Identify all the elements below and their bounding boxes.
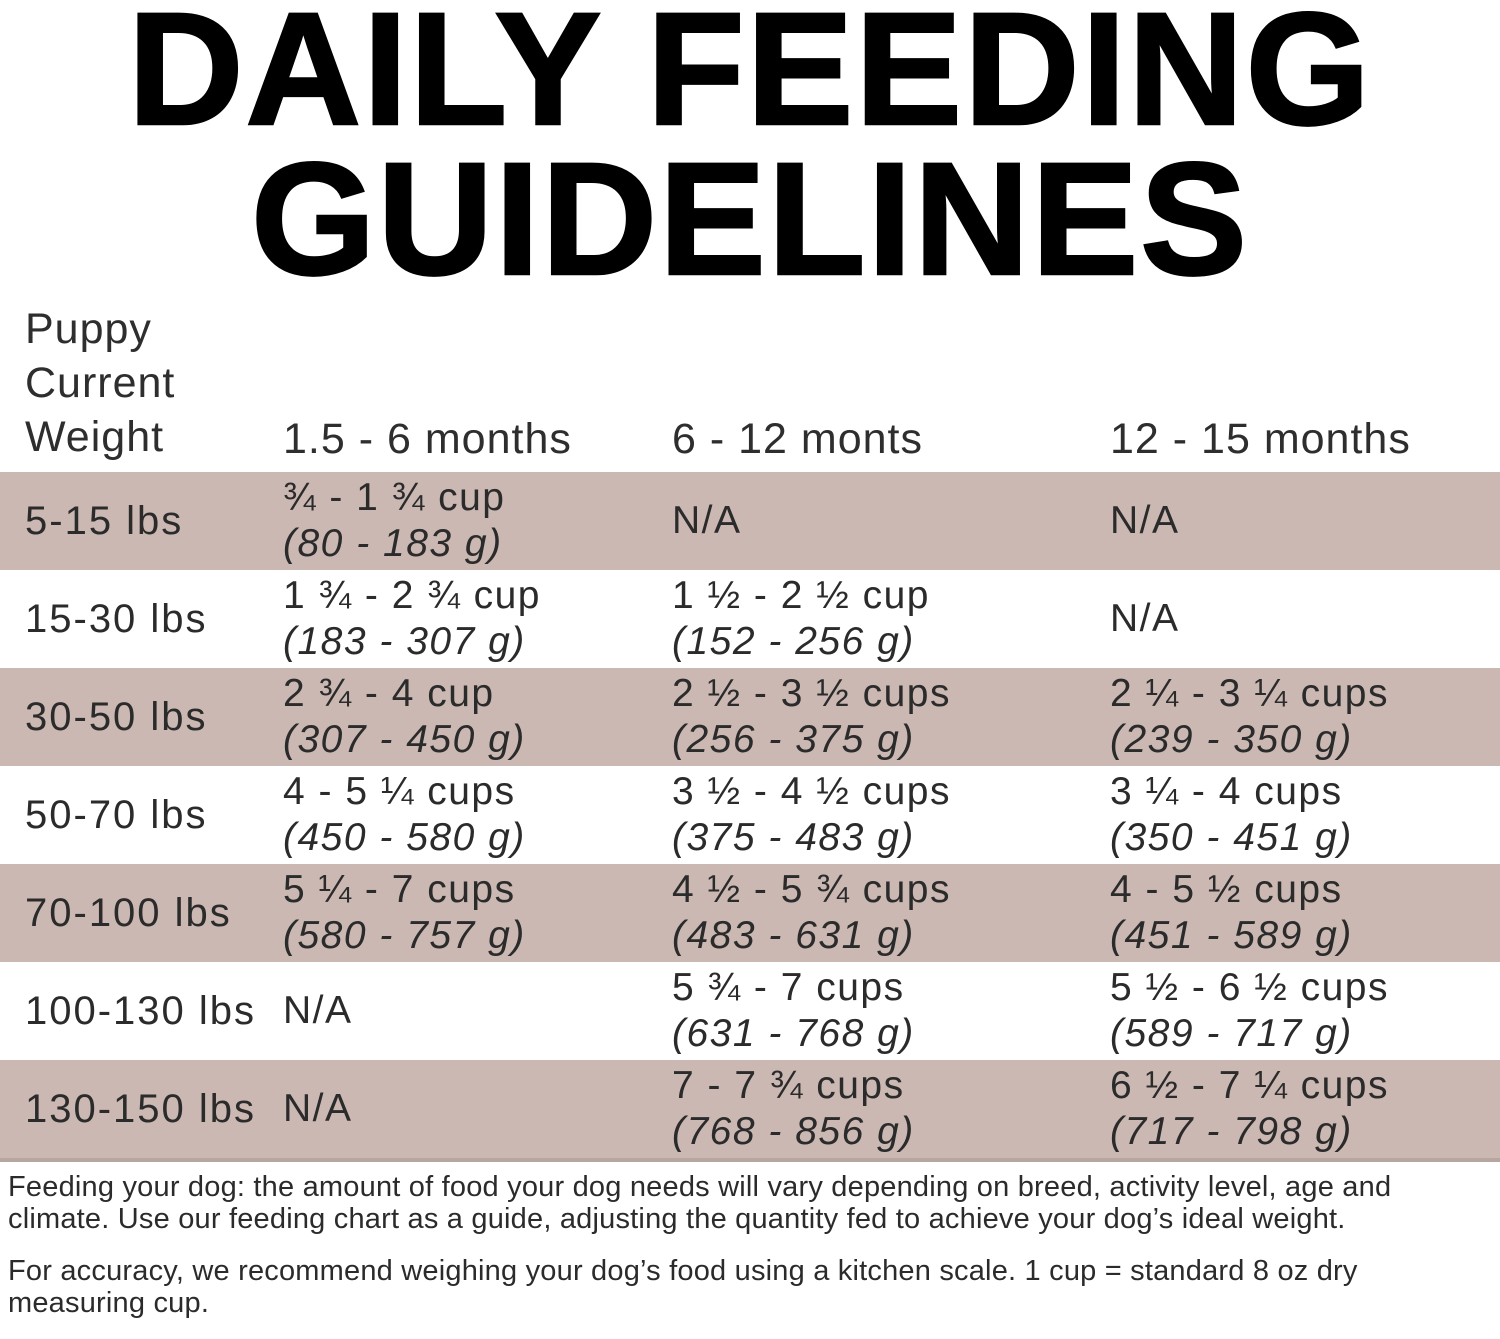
grams-amount: (239 - 350 g) (1110, 718, 1353, 761)
weight-cell: 70-100 lbs (25, 891, 232, 935)
weight-cell: 15-30 lbs (25, 597, 208, 641)
column-header-puppy-current-weight: Puppy Current Weight (0, 302, 283, 464)
footer-notes: Feeding your dog: the amount of food you… (8, 1171, 1496, 1339)
page-title-line2: GUIDELINES (250, 129, 1249, 308)
table-row: 50-70 lbs 4 - 5 ¼ cups (450 - 580 g) 3 ½… (0, 766, 1500, 864)
accuracy-note-paragraph: For accuracy, we recommend weighing your… (8, 1255, 1496, 1319)
feeding-cell: 4 - 5 ½ cups (451 - 589 g) (1110, 867, 1500, 959)
na-value: N/A (1110, 499, 1180, 542)
feeding-note-paragraph: Feeding your dog: the amount of food you… (8, 1171, 1496, 1235)
grams-amount: (580 - 757 g) (283, 914, 526, 957)
grams-amount: (183 - 307 g) (283, 620, 526, 663)
feeding-table: 5-15 lbs ¾ - 1 ¾ cup (80 - 183 g) N/A N/… (0, 472, 1500, 1162)
accuracy-note-line1: For accuracy, we recommend weighing your… (8, 1255, 1358, 1287)
grams-amount: (152 - 256 g) (672, 620, 915, 663)
grams-amount: (350 - 451 g) (1110, 816, 1353, 859)
feeding-cell: 7 - 7 ¾ cups (768 - 856 g) (672, 1063, 1110, 1155)
feeding-cell: 5 ¾ - 7 cups (631 - 768 g) (672, 965, 1110, 1057)
feeding-cell: 5 ¼ - 7 cups (580 - 757 g) (283, 867, 672, 959)
weight-cell: 30-50 lbs (25, 695, 208, 739)
header-weight-line2: Current (25, 359, 176, 407)
feeding-note-line2: climate. Use our feeding chart as a guid… (8, 1203, 1346, 1235)
cups-amount: 5 ¾ - 7 cups (672, 966, 905, 1009)
cups-amount: 3 ½ - 4 ½ cups (672, 770, 951, 813)
feeding-cell: 2 ¾ - 4 cup (307 - 450 g) (283, 671, 672, 763)
feeding-cell: N/A (672, 498, 1110, 544)
grams-amount: (768 - 856 g) (672, 1110, 915, 1153)
cups-amount: 4 - 5 ¼ cups (283, 770, 516, 813)
feeding-cell: N/A (1110, 596, 1500, 642)
weight-cell: 5-15 lbs (25, 499, 184, 543)
cups-amount: 2 ½ - 3 ½ cups (672, 672, 951, 715)
accuracy-note-line2: measuring cup. (8, 1287, 210, 1319)
header-weight-line3: Weight (25, 413, 165, 461)
grams-amount: (80 - 183 g) (283, 522, 503, 565)
feeding-cell: 1 ½ - 2 ½ cup (152 - 256 g) (672, 573, 1110, 665)
cups-amount: 2 ¼ - 3 ¼ cups (1110, 672, 1389, 715)
feeding-cell: 4 - 5 ¼ cups (450 - 580 g) (283, 769, 672, 861)
column-header-6-12-months: 6 - 12 monts (672, 415, 923, 463)
feeding-cell: 3 ¼ - 4 cups (350 - 451 g) (1110, 769, 1500, 861)
na-value: N/A (283, 1087, 353, 1130)
table-header-row: Puppy Current Weight 1.5 - 6 months 6 - … (0, 302, 1500, 464)
table-row: 70-100 lbs 5 ¼ - 7 cups (580 - 757 g) 4 … (0, 864, 1500, 962)
feeding-note-line1: Feeding your dog: the amount of food you… (8, 1171, 1392, 1203)
cups-amount: 7 - 7 ¾ cups (672, 1064, 905, 1107)
weight-cell: 50-70 lbs (25, 793, 208, 837)
grams-amount: (451 - 589 g) (1110, 914, 1353, 957)
grams-amount: (483 - 631 g) (672, 914, 915, 957)
cups-amount: 6 ½ - 7 ¼ cups (1110, 1064, 1389, 1107)
cups-amount: 3 ¼ - 4 cups (1110, 770, 1343, 813)
page-title-line1: DAILY FEEDING (127, 0, 1373, 158)
na-value: N/A (672, 499, 742, 542)
grams-amount: (256 - 375 g) (672, 718, 915, 761)
cups-amount: 4 - 5 ½ cups (1110, 868, 1343, 911)
na-value: N/A (283, 989, 353, 1032)
cups-amount: ¾ - 1 ¾ cup (283, 476, 506, 519)
cups-amount: 4 ½ - 5 ¾ cups (672, 868, 951, 911)
grams-amount: (717 - 798 g) (1110, 1110, 1353, 1153)
feeding-cell: N/A (283, 988, 672, 1034)
cups-amount: 5 ¼ - 7 cups (283, 868, 516, 911)
feeding-cell: 2 ¼ - 3 ¼ cups (239 - 350 g) (1110, 671, 1500, 763)
column-header-12-15-months: 12 - 15 months (1110, 415, 1411, 463)
table-row: 30-50 lbs 2 ¾ - 4 cup (307 - 450 g) 2 ½ … (0, 668, 1500, 766)
feeding-cell: 3 ½ - 4 ½ cups (375 - 483 g) (672, 769, 1110, 861)
grams-amount: (450 - 580 g) (283, 816, 526, 859)
na-value: N/A (1110, 597, 1180, 640)
table-row: 15-30 lbs 1 ¾ - 2 ¾ cup (183 - 307 g) 1 … (0, 570, 1500, 668)
feeding-cell: N/A (283, 1086, 672, 1132)
page-title: DAILY FEEDING GUIDELINES (0, 0, 1500, 308)
header-weight-line1: Puppy (25, 305, 152, 353)
cups-amount: 1 ½ - 2 ½ cup (672, 574, 930, 617)
feeding-cell: 4 ½ - 5 ¾ cups (483 - 631 g) (672, 867, 1110, 959)
grams-amount: (307 - 450 g) (283, 718, 526, 761)
cups-amount: 1 ¾ - 2 ¾ cup (283, 574, 541, 617)
weight-cell: 100-130 lbs (25, 989, 257, 1033)
column-header-1-5-6-months: 1.5 - 6 months (283, 415, 572, 463)
feeding-cell: 1 ¾ - 2 ¾ cup (183 - 307 g) (283, 573, 672, 665)
feeding-cell: 2 ½ - 3 ½ cups (256 - 375 g) (672, 671, 1110, 763)
cups-amount: 2 ¾ - 4 cup (283, 672, 495, 715)
table-row: 100-130 lbs N/A 5 ¾ - 7 cups (631 - 768 … (0, 962, 1500, 1060)
feeding-cell: 5 ½ - 6 ½ cups (589 - 717 g) (1110, 965, 1500, 1057)
grams-amount: (631 - 768 g) (672, 1012, 915, 1055)
cups-amount: 5 ½ - 6 ½ cups (1110, 966, 1389, 1009)
grams-amount: (375 - 483 g) (672, 816, 915, 859)
feeding-cell: ¾ - 1 ¾ cup (80 - 183 g) (283, 475, 672, 567)
table-row: 5-15 lbs ¾ - 1 ¾ cup (80 - 183 g) N/A N/… (0, 472, 1500, 570)
feeding-cell: N/A (1110, 498, 1500, 544)
table-row: 130-150 lbs N/A 7 - 7 ¾ cups (768 - 856 … (0, 1060, 1500, 1158)
grams-amount: (589 - 717 g) (1110, 1012, 1353, 1055)
feeding-cell: 6 ½ - 7 ¼ cups (717 - 798 g) (1110, 1063, 1500, 1155)
weight-cell: 130-150 lbs (25, 1087, 257, 1131)
